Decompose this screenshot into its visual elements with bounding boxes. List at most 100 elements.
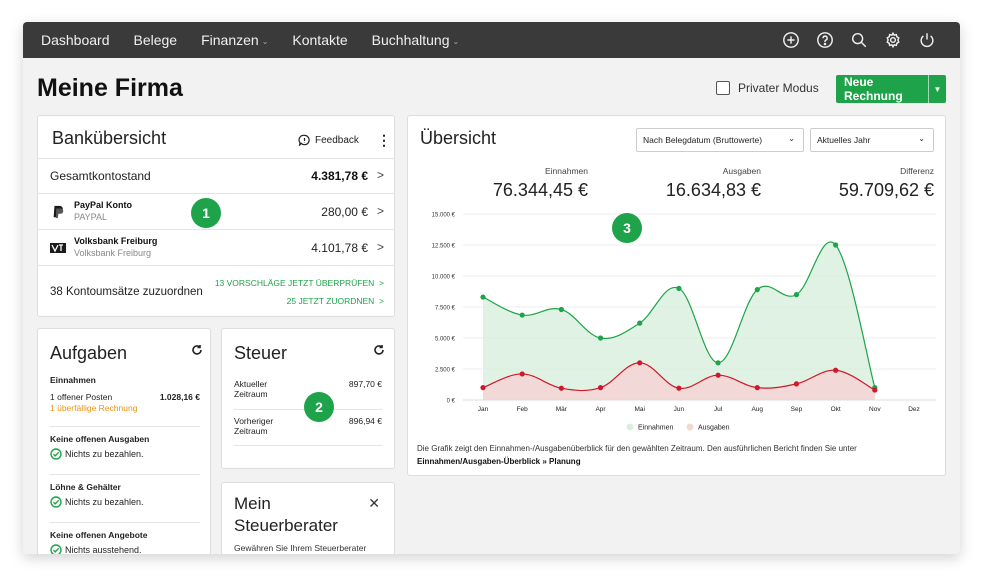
tax-advisor-card: Mein Steuerberater ✕ Gewähren Sie Ihrem …	[221, 482, 395, 554]
nav-kontakte[interactable]: Kontakte	[292, 32, 348, 48]
chevron-right-icon: >	[376, 204, 384, 218]
offers-section: Keine offenen Angebote Nichts ausstehend…	[50, 530, 200, 554]
kpi-expenses: Ausgaben 16.634,83 €	[666, 166, 761, 201]
volksbank-logo-icon	[50, 243, 66, 253]
more-menu-icon[interactable]: ⋮	[377, 132, 391, 148]
overview-title: Übersicht	[420, 128, 497, 148]
x-tick-label: Jan	[478, 406, 489, 413]
data-point	[676, 385, 682, 391]
data-point	[715, 360, 721, 366]
search-icon[interactable]	[848, 29, 870, 51]
chevron-down-icon: ⌄	[788, 134, 795, 143]
x-tick-label: Okt	[831, 406, 841, 413]
account-subtitle: Volksbank Freiburg	[74, 248, 152, 258]
tasks-card: Aufgaben Einnahmen 1 offener Posten 1.02…	[37, 328, 211, 554]
x-tick-label: Nov	[869, 406, 881, 413]
chevron-right-icon: >	[376, 168, 384, 182]
check-circle-icon	[50, 544, 62, 554]
y-tick-label: 2.500 €	[435, 368, 456, 374]
expenses-status: Nichts zu bezahlen.	[50, 448, 200, 460]
wages-status: Nichts zu bezahlen.	[50, 496, 200, 508]
offers-status: Nichts ausstehend.	[50, 544, 200, 554]
previous-period-label: Vorheriger Zeitraum	[234, 416, 274, 436]
data-point	[480, 385, 486, 391]
total-balance-value: 4.381,78 €	[311, 169, 368, 183]
tax-title: Steuer	[234, 343, 288, 363]
y-tick-label: 12.500 €	[432, 244, 456, 250]
y-tick-label: 15.000 €	[432, 213, 456, 219]
overview-card: Übersicht Nach Belegdatum (Bruttowerte) …	[407, 115, 946, 476]
income-section: Einnahmen 1 offener Posten 1.028,16 € 1 …	[50, 375, 200, 413]
series-area	[483, 241, 875, 400]
period-select[interactable]: Aktuelles Jahr ⌄	[810, 128, 934, 152]
review-suggestions-link[interactable]: 13 VORSCHLÄGE JETZT ÜBERPRÜFEN >	[214, 278, 384, 288]
data-point	[480, 294, 486, 300]
expenses-heading: Keine offenen Ausgaben	[50, 434, 150, 444]
help-icon[interactable]	[814, 29, 836, 51]
bank-account-row[interactable]: Volksbank Freiburg Volksbank Freiburg 4.…	[38, 229, 394, 265]
account-amount: 280,00 €	[321, 205, 368, 219]
chevron-down-icon: ⌄	[261, 37, 269, 46]
data-point	[637, 360, 643, 366]
assign-now-link[interactable]: 25 JETZT ZUORDNEN >	[286, 296, 384, 306]
data-point	[558, 385, 564, 391]
overdue-invoice-link[interactable]: 1 überfällige Rechnung	[50, 403, 138, 413]
chevron-down-icon: ⌄	[452, 37, 460, 46]
new-invoice-button[interactable]: Neue Rechnung ▼	[836, 75, 946, 103]
plus-circle-icon[interactable]	[780, 29, 802, 51]
private-mode-toggle[interactable]: Privater Modus	[716, 81, 819, 95]
unassigned-transactions-row: 38 Kontoumsätze zuzuordnen 13 VORSCHLÄGE…	[38, 265, 394, 317]
data-point	[872, 387, 878, 393]
kpi-label: Einnahmen	[544, 166, 588, 176]
close-icon[interactable]: ✕	[368, 495, 380, 511]
private-mode-checkbox[interactable]	[716, 81, 730, 95]
income-expenses-chart: 15.000 € 12.500 € 10.000 € 7.500 € 5.000 € 2.…	[432, 213, 936, 432]
legend-label: Einnahmen	[638, 425, 674, 432]
refresh-icon[interactable]	[373, 343, 385, 355]
kpi-income: Einnahmen 76.344,45 €	[493, 166, 588, 201]
open-items-row[interactable]: 1 offener Posten 1.028,16 €	[50, 392, 200, 402]
x-tick-label: Jun	[674, 406, 685, 413]
x-tick-label: Aug	[751, 406, 763, 413]
y-tick-label: 10.000 €	[432, 275, 456, 281]
data-point	[519, 371, 525, 377]
legend-label: Ausgaben	[698, 425, 730, 432]
new-invoice-dropdown[interactable]: ▼	[928, 75, 946, 103]
refresh-icon[interactable]	[191, 343, 203, 355]
nav-buchhaltung[interactable]: Buchhaltung ⌄	[371, 32, 460, 48]
new-invoice-label: Neue Rechnung	[844, 75, 903, 103]
tasks-title: Aufgaben	[50, 343, 128, 363]
filter-select[interactable]: Nach Belegdatum (Bruttowerte) ⌄	[636, 128, 804, 152]
nav-dashboard[interactable]: Dashboard	[41, 32, 110, 48]
current-period-value: 897,70 €	[348, 379, 382, 389]
x-tick-label: Dez	[908, 406, 920, 413]
previous-period-value: 896,94 €	[348, 416, 382, 426]
x-tick-label: Apr	[595, 406, 606, 413]
y-tick-label: 7.500 €	[435, 306, 456, 312]
power-icon[interactable]	[916, 29, 938, 51]
data-point	[833, 242, 839, 248]
data-point	[637, 320, 643, 326]
nav-belege[interactable]: Belege	[133, 32, 178, 48]
divider	[50, 426, 200, 427]
y-tick-label: 5.000 €	[435, 337, 456, 343]
total-balance-row[interactable]: Gesamtkontostand 4.381,78 € >	[38, 158, 394, 192]
account-name: PayPal Konto	[74, 200, 133, 210]
feedback-button[interactable]: Feedback	[298, 134, 359, 147]
check-circle-icon	[50, 496, 62, 508]
legend-swatch	[626, 423, 634, 431]
kpi-label: Differenz	[900, 166, 934, 176]
data-point	[597, 385, 604, 391]
data-point	[676, 285, 682, 291]
report-link[interactable]: Einnahmen/Ausgaben-Überblick » Planung	[417, 457, 581, 466]
top-navigation: Dashboard Belege Finanzen ⌄ Kontakte Buch…	[23, 22, 960, 58]
open-items-value: 1.028,16 €	[159, 392, 200, 402]
nav-finanzen[interactable]: Finanzen ⌄	[201, 32, 269, 48]
data-point	[597, 335, 604, 341]
tax-advisor-description: Gewähren Sie Ihrem Steuerberater	[234, 543, 367, 553]
gear-icon[interactable]	[882, 29, 904, 51]
x-tick-label: Sep	[791, 406, 803, 413]
y-tick-label: 0 €	[447, 399, 456, 405]
kpi-value: 59.709,62 €	[838, 180, 934, 200]
bank-account-row[interactable]: PayPal Konto PAYPAL 280,00 € >	[38, 193, 394, 229]
